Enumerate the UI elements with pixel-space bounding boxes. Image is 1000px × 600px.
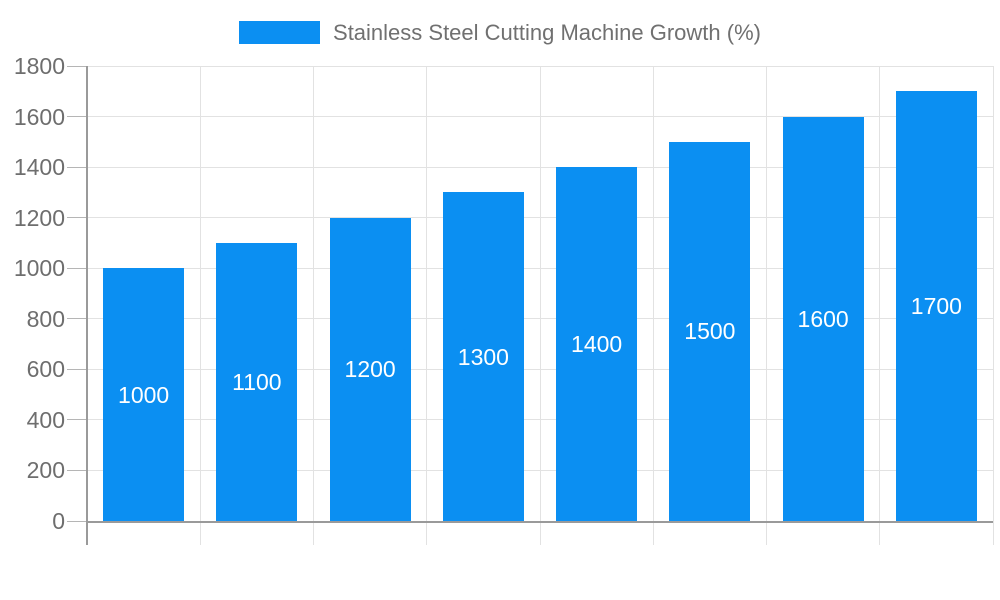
y-tick <box>67 520 87 522</box>
legend: Stainless Steel Cutting Machine Growth (… <box>0 21 1000 44</box>
v-gridline <box>426 66 428 545</box>
legend-label: Stainless Steel Cutting Machine Growth (… <box>333 20 761 45</box>
v-gridline <box>539 66 541 545</box>
v-gridline <box>879 66 881 545</box>
y-tick <box>67 318 87 320</box>
y-tick <box>67 469 87 471</box>
y-tick <box>67 368 87 370</box>
y-tick <box>67 217 87 219</box>
y-tick <box>67 419 87 421</box>
bar-value-label: 1300 <box>457 343 509 370</box>
v-gridline <box>652 66 654 545</box>
bar <box>442 192 524 521</box>
y-tick-label: 1600 <box>13 103 65 130</box>
x-axis-line <box>87 521 993 523</box>
bar-value-label: 1100 <box>232 368 282 395</box>
y-tick-label: 800 <box>26 305 65 332</box>
v-gridline <box>199 66 201 545</box>
bar-value-label: 1400 <box>571 331 623 358</box>
bar-value-label: 1700 <box>910 293 962 320</box>
legend-swatch <box>239 21 321 44</box>
bar <box>216 242 298 521</box>
v-gridline <box>992 66 994 545</box>
bar <box>782 116 864 521</box>
y-tick <box>67 166 87 168</box>
bar <box>556 167 638 521</box>
bar-value-label: 1600 <box>797 305 849 332</box>
bar <box>103 268 185 521</box>
bar-value-label: 1000 <box>118 381 170 408</box>
y-tick-label: 1800 <box>13 53 65 79</box>
y-tick <box>67 116 87 118</box>
y-tick-label: 1400 <box>13 154 65 181</box>
bar <box>329 217 411 521</box>
y-tick-label: 400 <box>26 406 65 433</box>
y-tick-label: 1200 <box>13 204 65 231</box>
bar-value-label: 1500 <box>684 318 736 345</box>
bar <box>895 91 977 521</box>
y-tick-label: 0 <box>52 508 65 534</box>
v-gridline <box>766 66 767 545</box>
y-tick-label: 600 <box>26 356 65 383</box>
bar-value-label: 1200 <box>344 356 396 383</box>
v-gridline <box>313 66 314 545</box>
y-tick <box>67 267 87 269</box>
bar <box>669 141 751 521</box>
y-tick <box>67 65 87 67</box>
y-tick-label: 200 <box>26 457 65 484</box>
y-tick-label: 1000 <box>13 255 65 282</box>
y-axis-line <box>86 66 88 545</box>
